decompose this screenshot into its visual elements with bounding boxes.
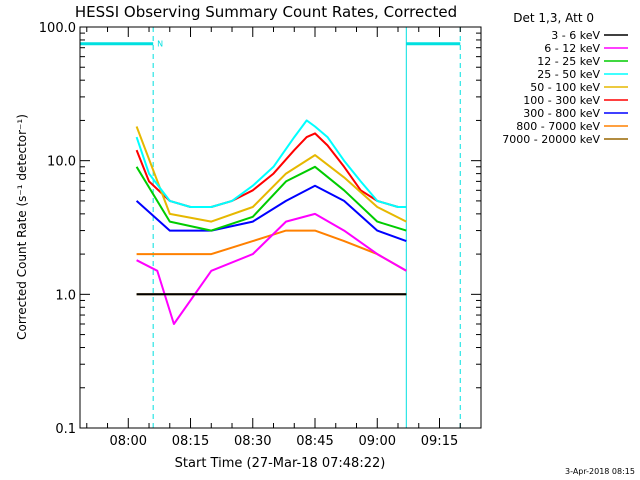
x-tick-label-2: 08:15 bbox=[172, 434, 209, 449]
y-axis-label: Corrected Count Rate (s⁻¹ detector⁻¹) bbox=[15, 114, 29, 340]
legend-title: Det 1,3, Att 0 bbox=[513, 11, 594, 25]
plot-frame bbox=[79, 26, 482, 429]
series-2 bbox=[136, 212, 407, 325]
y-axis: 0.1 1.0 10.0 100.0 bbox=[39, 21, 481, 437]
legend-label-9: 7000 - 20000 keV bbox=[502, 133, 600, 146]
date-stamp: 3-Apr-2018 08:15 bbox=[565, 467, 635, 476]
y-tick-label-4: 100.0 bbox=[39, 21, 76, 36]
x-tick-label-4: 08:45 bbox=[296, 434, 333, 449]
legend-label-3: 12 - 25 keV bbox=[537, 55, 600, 68]
series-4 bbox=[135, 119, 407, 208]
series-5 bbox=[135, 126, 407, 223]
y-tick-label-2: 1.0 bbox=[55, 288, 76, 303]
x-tick-label-6: 09:15 bbox=[421, 434, 458, 449]
series-3 bbox=[135, 165, 407, 232]
legend-label-5: 50 - 100 keV bbox=[530, 81, 600, 94]
legend-label-2: 6 - 12 keV bbox=[544, 42, 600, 55]
y-tick-label-3: 10.0 bbox=[47, 155, 76, 170]
legend-label-1: 3 - 6 keV bbox=[551, 29, 600, 42]
x-tick-label-1: 08:00 bbox=[110, 434, 147, 449]
legend-label-7: 300 - 800 keV bbox=[523, 107, 600, 120]
x-tick-label-5: 09:00 bbox=[359, 434, 396, 449]
series-7 bbox=[135, 184, 407, 243]
y-tick-label-1: 0.1 bbox=[55, 422, 76, 437]
x-axis: 08:00 08:15 08:30 08:45 09:00 09:15 bbox=[86, 27, 482, 449]
x-tick-label-3: 08:30 bbox=[234, 434, 271, 449]
legend-label-6: 100 - 300 keV bbox=[523, 94, 600, 107]
legend-label-8: 800 - 7000 keV bbox=[516, 120, 600, 133]
chart-title: HESSI Observing Summary Count Rates, Cor… bbox=[75, 3, 457, 21]
legend-label-4: 25 - 50 keV bbox=[537, 68, 600, 81]
series-8 bbox=[136, 229, 407, 272]
x-axis-label: Start Time (27-Mar-18 07:48:22) bbox=[175, 456, 386, 471]
night-flag: N bbox=[157, 40, 163, 49]
